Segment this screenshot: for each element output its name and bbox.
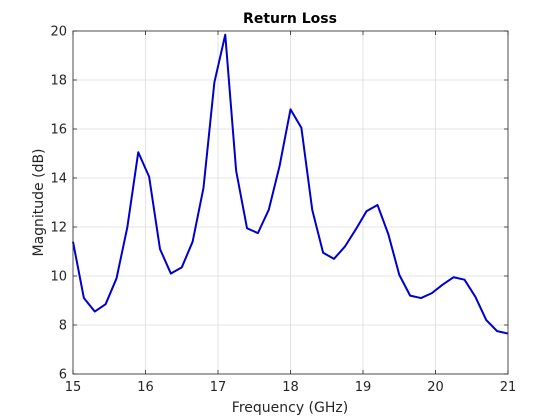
x-tick-label: 19 xyxy=(355,380,372,395)
y-tick-label: 8 xyxy=(59,319,67,334)
x-tick-label: 21 xyxy=(500,380,517,395)
x-tick-labels: 15 16 17 18 19 20 21 xyxy=(65,380,517,395)
y-tick-label: 16 xyxy=(50,123,67,138)
x-tick-label: 20 xyxy=(427,380,444,395)
y-tick-label: 14 xyxy=(50,172,67,187)
chart-title: Return Loss xyxy=(243,11,337,27)
y-tick-label: 6 xyxy=(59,368,67,383)
x-tick-label: 16 xyxy=(137,380,154,395)
x-tick-label: 15 xyxy=(65,380,82,395)
series-layer xyxy=(72,33,509,335)
y-tick-labels: 6 8 10 12 14 16 18 20 xyxy=(50,25,67,383)
x-tick-label: 18 xyxy=(282,380,299,395)
x-axis-label: Frequency (GHz) xyxy=(232,400,348,416)
x-tick-label: 17 xyxy=(210,380,227,395)
y-tick-label: 20 xyxy=(50,25,67,40)
y-tick-label: 10 xyxy=(50,270,67,285)
y-tick-label: 12 xyxy=(50,221,67,236)
tick-marks xyxy=(72,30,509,375)
series-line xyxy=(72,33,509,335)
y-tick-label: 18 xyxy=(50,74,67,89)
y-axis-label: Magnitude (dB) xyxy=(31,148,47,256)
